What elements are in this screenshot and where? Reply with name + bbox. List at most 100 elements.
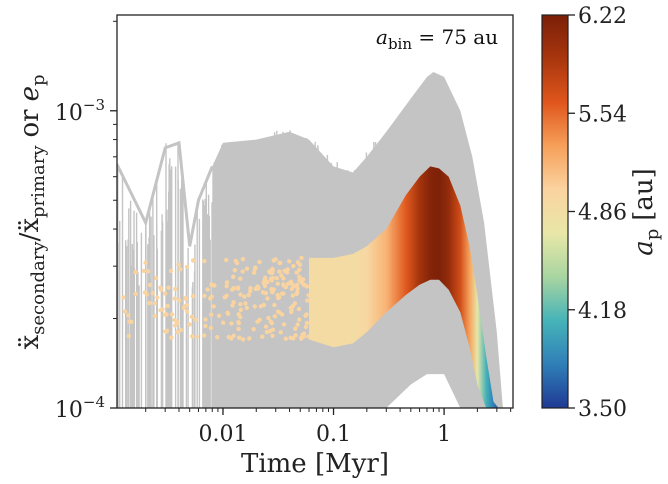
scatter-point — [285, 267, 290, 272]
scatter-point — [150, 291, 155, 296]
scatter-point — [133, 291, 138, 296]
scatter-point — [275, 295, 281, 301]
scatter-point — [270, 333, 275, 338]
scatter-point — [147, 282, 153, 288]
scatter-point — [232, 268, 237, 273]
scatter-point — [236, 326, 241, 332]
scatter-point — [275, 281, 280, 286]
scatter-point — [240, 256, 246, 262]
colorbar-tick-label: 4.18 — [578, 299, 627, 324]
scatter-point — [133, 269, 138, 275]
colorbar-ticks: 6.22 5.54 4.86 4.18 3.50 — [568, 4, 627, 422]
scatter-point — [235, 286, 241, 291]
scatter-point — [224, 280, 230, 285]
scatter-point — [297, 317, 302, 322]
scatter-point — [165, 303, 170, 309]
plot-area — [116, 14, 514, 409]
scatter-point — [182, 304, 187, 309]
scatter-point — [292, 301, 298, 306]
scatter-point — [252, 304, 257, 309]
scatter-point — [155, 295, 160, 300]
scatter-point — [189, 314, 194, 319]
scatter-point — [234, 260, 240, 266]
scatter-point — [158, 308, 163, 313]
scatter-point — [177, 298, 182, 303]
colorbar: 6.22 5.54 4.86 4.18 3.50 ap[au] — [541, 4, 663, 422]
scatter-point — [258, 304, 264, 309]
scatter-point — [146, 269, 151, 274]
scatter-point — [257, 317, 262, 322]
scatter-point — [203, 317, 208, 322]
scatter-point — [299, 255, 304, 261]
scatter-point — [251, 327, 256, 332]
scatter-point — [288, 279, 294, 284]
scatter-point — [229, 321, 234, 326]
scatter-point — [231, 333, 236, 338]
scatter-point — [202, 293, 207, 299]
scatter-point — [121, 295, 126, 300]
scatter-point — [248, 288, 253, 294]
y-axis-label: ẍsecondary/ẍprimaryorep — [15, 74, 49, 349]
scatter-point — [190, 258, 196, 263]
colorbar-label: ap[au] — [629, 168, 663, 256]
scatter-point — [129, 319, 134, 325]
scatter-point — [257, 259, 262, 265]
scatter-point — [178, 267, 183, 272]
scatter-point — [226, 334, 231, 340]
scatter-point — [294, 270, 299, 275]
scatter-point — [297, 277, 303, 282]
scatter-point — [253, 286, 258, 292]
scatter-point — [215, 335, 220, 340]
scatter-point — [263, 324, 269, 329]
scatter-point — [244, 266, 250, 271]
scatter-point — [281, 322, 287, 327]
x-tick-label: 1 — [437, 422, 451, 447]
scatter-point — [153, 275, 159, 281]
scatter-point — [271, 258, 276, 263]
scatter-point — [244, 305, 249, 311]
scatter-point — [252, 267, 258, 272]
scatter-point — [164, 329, 169, 334]
scatter-point — [242, 294, 247, 299]
scatter-point — [238, 292, 243, 297]
scatter-point — [297, 262, 303, 267]
scatter-point — [238, 307, 243, 313]
scatter-point — [205, 287, 210, 292]
scatter-point — [304, 320, 310, 326]
scatter-point — [172, 296, 178, 301]
scatter-point — [302, 282, 307, 288]
scatter-point — [172, 323, 178, 328]
scatter-point — [175, 330, 180, 335]
scatter-point — [238, 302, 243, 307]
scatter-point — [169, 312, 175, 317]
scatter-point — [187, 322, 192, 327]
x-axis-label: Time [Myr] — [241, 449, 389, 479]
scatter-point — [152, 301, 158, 306]
scatter-point — [189, 334, 195, 339]
scatter-point — [269, 287, 274, 292]
scatter-point — [305, 298, 310, 303]
scatter-point — [247, 336, 252, 341]
scatter-point — [262, 283, 268, 289]
scatter-point — [264, 329, 270, 335]
scatter-point — [294, 291, 299, 297]
scatter-point — [272, 302, 277, 308]
scatter-point — [212, 283, 217, 288]
scatter-point — [194, 334, 199, 340]
scatter-point — [240, 337, 246, 342]
scatter-point — [263, 291, 269, 296]
scatter-point — [126, 313, 131, 318]
scatter-point — [190, 294, 196, 299]
scatter-point — [238, 276, 243, 281]
scatter-point — [246, 292, 251, 298]
scatter-point — [295, 286, 300, 291]
scatter-point — [289, 286, 294, 292]
scatter-point — [272, 314, 278, 319]
scatter-point — [297, 267, 302, 272]
scatter-point — [141, 268, 147, 274]
accel-ratio-early-line — [117, 140, 214, 247]
scatter-point — [281, 276, 286, 281]
colorbar-fill — [542, 15, 568, 408]
scatter-point — [143, 260, 148, 265]
